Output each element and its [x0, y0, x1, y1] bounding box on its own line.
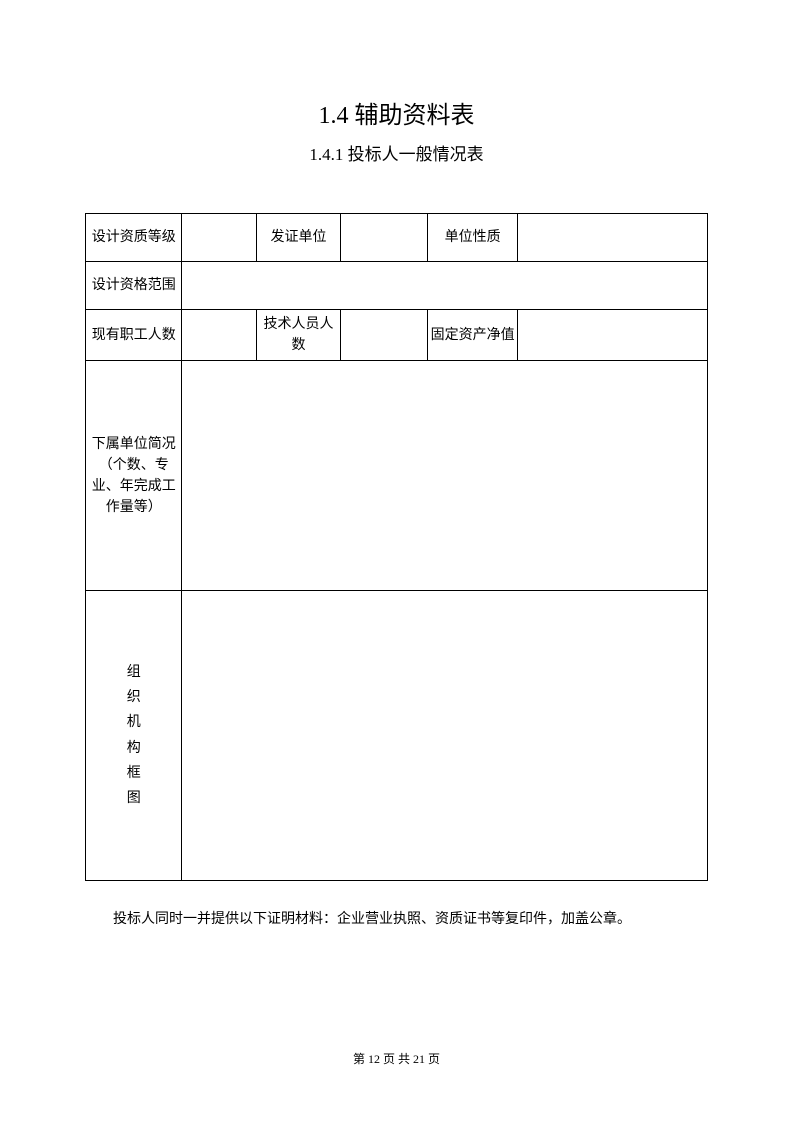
main-title: 1.4 辅助资料表 [85, 95, 708, 130]
label-design-qualification-level: 设计资质等级 [86, 214, 182, 262]
label-org-chart: 组织机构框图 [86, 591, 182, 881]
label-technician-count: 技术人员人数 [257, 310, 341, 361]
label-unit-nature: 单位性质 [428, 214, 518, 262]
value-unit-nature [518, 214, 708, 262]
table-row: 设计资质等级 发证单位 单位性质 [86, 214, 708, 262]
value-fixed-asset-net [518, 310, 708, 361]
value-design-qualification-scope [182, 262, 708, 310]
table-row: 下属单位简况（个数、专业、年完成工作量等） [86, 361, 708, 591]
bidder-info-table: 设计资质等级 发证单位 单位性质 设计资格范围 现有职工人数 技术人员人数 固定… [85, 213, 708, 881]
document-page: 1.4 辅助资料表 1.4.1 投标人一般情况表 设计资质等级 发证单位 单位性… [0, 0, 793, 931]
value-subordinate-units [182, 361, 708, 591]
page-number: 第 12 页 共 21 页 [0, 1050, 793, 1067]
label-issuing-unit: 发证单位 [257, 214, 341, 262]
value-issuing-unit [341, 214, 428, 262]
table-row: 设计资格范围 [86, 262, 708, 310]
table-row: 组织机构框图 [86, 591, 708, 881]
org-chart-label-text: 组织机构框图 [88, 660, 179, 811]
footnote-text: 投标人同时一并提供以下证明材料：企业营业执照、资质证书等复印件，加盖公章。 [85, 909, 708, 931]
label-employee-count: 现有职工人数 [86, 310, 182, 361]
label-fixed-asset-net: 固定资产净值 [428, 310, 518, 361]
label-subordinate-units: 下属单位简况（个数、专业、年完成工作量等） [86, 361, 182, 591]
value-employee-count [182, 310, 257, 361]
value-technician-count [341, 310, 428, 361]
value-org-chart [182, 591, 708, 881]
sub-title: 1.4.1 投标人一般情况表 [85, 140, 708, 165]
label-design-qualification-scope: 设计资格范围 [86, 262, 182, 310]
table-row: 现有职工人数 技术人员人数 固定资产净值 [86, 310, 708, 361]
value-design-qualification-level [182, 214, 257, 262]
